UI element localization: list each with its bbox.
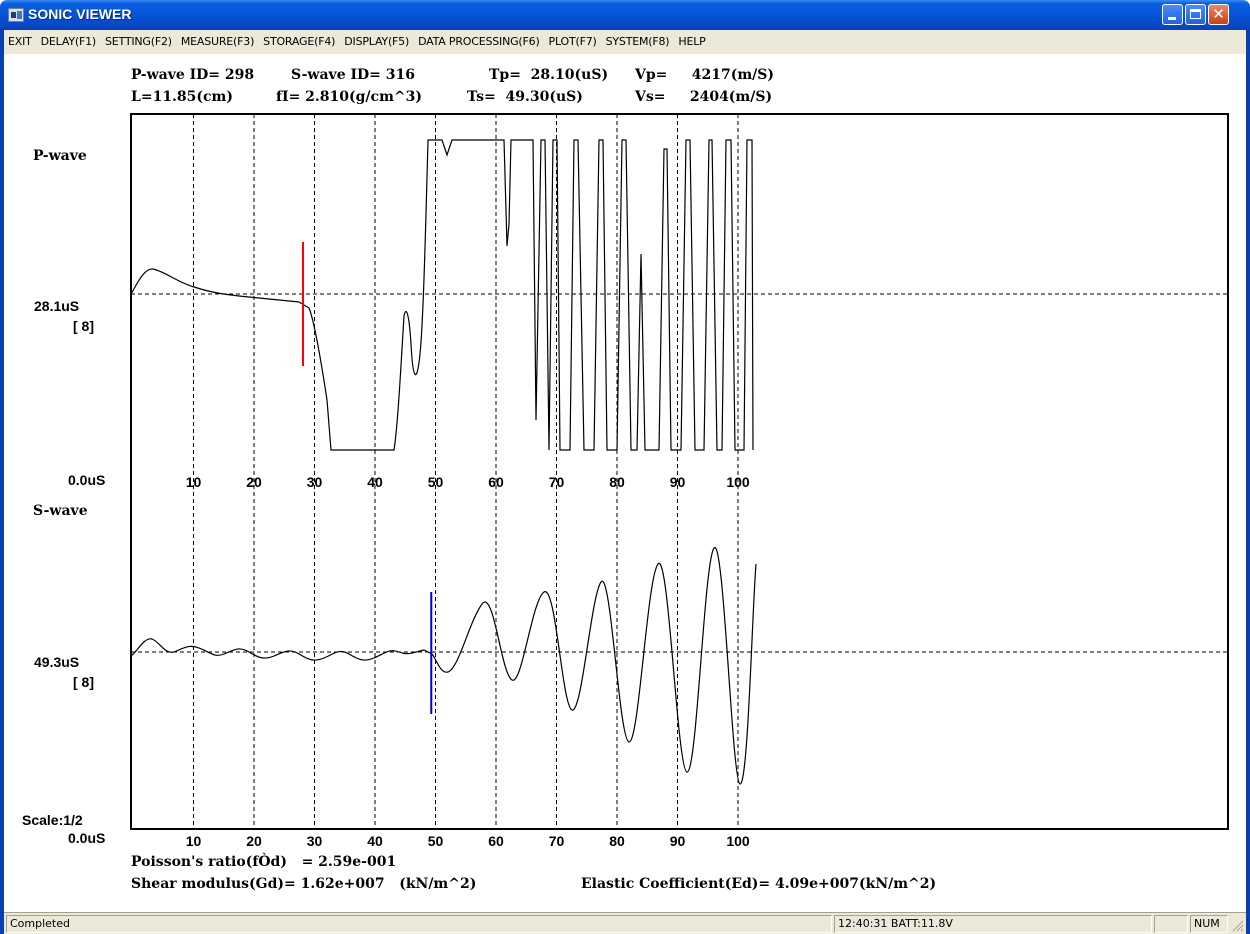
swave-id-readout: S-wave ID= 316 xyxy=(291,67,415,83)
x-tick-label: 30 xyxy=(307,833,323,849)
x-tick-label: 100 xyxy=(726,833,750,849)
menu-help[interactable]: HELP xyxy=(678,35,706,48)
swave-stack-label: [ 8] xyxy=(73,674,94,690)
elastic-coefficient-result: Elastic Coefficient(Ed)= 4.09e+007(kN/m^… xyxy=(581,876,937,892)
time-battery-readout: 12:40:31 BATT:11.8V xyxy=(834,915,1152,933)
x-tick-label: 70 xyxy=(549,474,565,490)
x-tick-label: 100 xyxy=(726,474,750,490)
shear-modulus-result: Shear modulus(Gd)= 1.62e+007 (kN/m^2) xyxy=(131,876,477,892)
num-lock-indicator: NUM xyxy=(1190,915,1228,933)
x-tick-label: 60 xyxy=(488,833,504,849)
status-text: Completed xyxy=(6,915,832,933)
density-readout: fI= 2.810(g/cm^3) xyxy=(276,89,422,105)
x-tick-label: 20 xyxy=(246,833,262,849)
menu-display[interactable]: DISPLAY(F5) xyxy=(344,35,410,48)
scale-label: Scale:1/2 xyxy=(22,812,83,828)
menu-plot[interactable]: PLOT(F7) xyxy=(548,35,597,48)
tp-readout: Tp= 28.10(uS) xyxy=(489,67,609,83)
pwave-stack-label: [ 8] xyxy=(73,318,94,334)
status-empty-panel xyxy=(1154,915,1188,933)
x-tick-label: 20 xyxy=(246,474,262,490)
viewer-canvas: P-wave ID= 298 S-wave ID= 316 Tp= 28.10(… xyxy=(4,54,1246,912)
x-tick-label: 50 xyxy=(428,833,444,849)
minimize-button[interactable] xyxy=(1162,4,1183,25)
x-tick-label: 90 xyxy=(670,833,686,849)
waveform-plot: 10 20 30 40 50 60 70 80 90 100 10 20 30 40 50 60 70 80 90… xyxy=(130,113,1229,849)
menu-delay[interactable]: DELAY(F1) xyxy=(40,35,97,48)
x-tick-label: 60 xyxy=(488,474,504,490)
plot-frame xyxy=(130,113,1229,830)
x-tick-label: 70 xyxy=(549,833,565,849)
menu-system[interactable]: SYSTEM(F8) xyxy=(605,35,670,48)
maximize-button[interactable] xyxy=(1185,4,1206,25)
status-bar: Completed 12:40:31 BATT:11.8V NUM xyxy=(4,912,1246,934)
swave-origin-label: 0.0uS xyxy=(68,830,106,846)
vp-readout: Vp= 4217(m/S) xyxy=(635,67,775,83)
resize-grip-icon[interactable] xyxy=(1230,917,1244,933)
pwave-trace xyxy=(130,139,754,451)
poisson-result: Poisson's ratio(fÒd) = 2.59e-001 xyxy=(131,854,397,870)
pwave-id-readout: P-wave ID= 298 xyxy=(131,67,255,83)
x-tick-label: 80 xyxy=(609,833,625,849)
x-tick-label: 10 xyxy=(186,474,202,490)
x-tick-label: 50 xyxy=(428,474,444,490)
swave-trace xyxy=(130,547,757,785)
length-readout: L=11.85(cm) xyxy=(131,89,233,105)
ts-readout: Ts= 49.30(uS) xyxy=(467,89,583,105)
x-tick-label: 40 xyxy=(367,833,383,849)
window-title: SONIC VIEWER xyxy=(28,6,132,22)
close-button[interactable]: ✕ xyxy=(1208,4,1229,25)
x-tick-label: 10 xyxy=(186,833,202,849)
app-icon[interactable] xyxy=(8,8,24,22)
window-frame-left xyxy=(0,30,4,934)
swave-pick-label: 49.3uS xyxy=(34,654,80,670)
minimize-icon xyxy=(1168,17,1176,20)
x-tick-label: 40 xyxy=(367,474,383,490)
menu-setting[interactable]: SETTING(F2) xyxy=(104,35,172,48)
swave-title: S-wave xyxy=(33,503,88,519)
menu-measure[interactable]: MEASURE(F3) xyxy=(180,35,255,48)
menu-data-processing[interactable]: DATA PROCESSING(F6) xyxy=(418,35,540,48)
x-tick-label: 80 xyxy=(609,474,625,490)
menu-bar: EXIT DELAY(F1) SETTING(F2) MEASURE(F3) S… xyxy=(4,30,1246,54)
close-icon: ✕ xyxy=(1212,5,1225,23)
x-tick-label: 90 xyxy=(670,474,686,490)
x-tick-label: 30 xyxy=(307,474,323,490)
menu-storage[interactable]: STORAGE(F4) xyxy=(263,35,336,48)
title-bar[interactable]: SONIC VIEWER ✕ xyxy=(0,0,1250,30)
pwave-origin-label: 0.0uS xyxy=(68,472,106,488)
window-frame-right xyxy=(1246,30,1250,934)
vs-readout: Vs= 2404(m/S) xyxy=(635,89,773,105)
pwave-title: P-wave xyxy=(33,148,87,164)
menu-exit[interactable]: EXIT xyxy=(8,35,32,48)
pwave-pick-label: 28.1uS xyxy=(34,298,80,314)
maximize-icon xyxy=(1190,9,1201,19)
